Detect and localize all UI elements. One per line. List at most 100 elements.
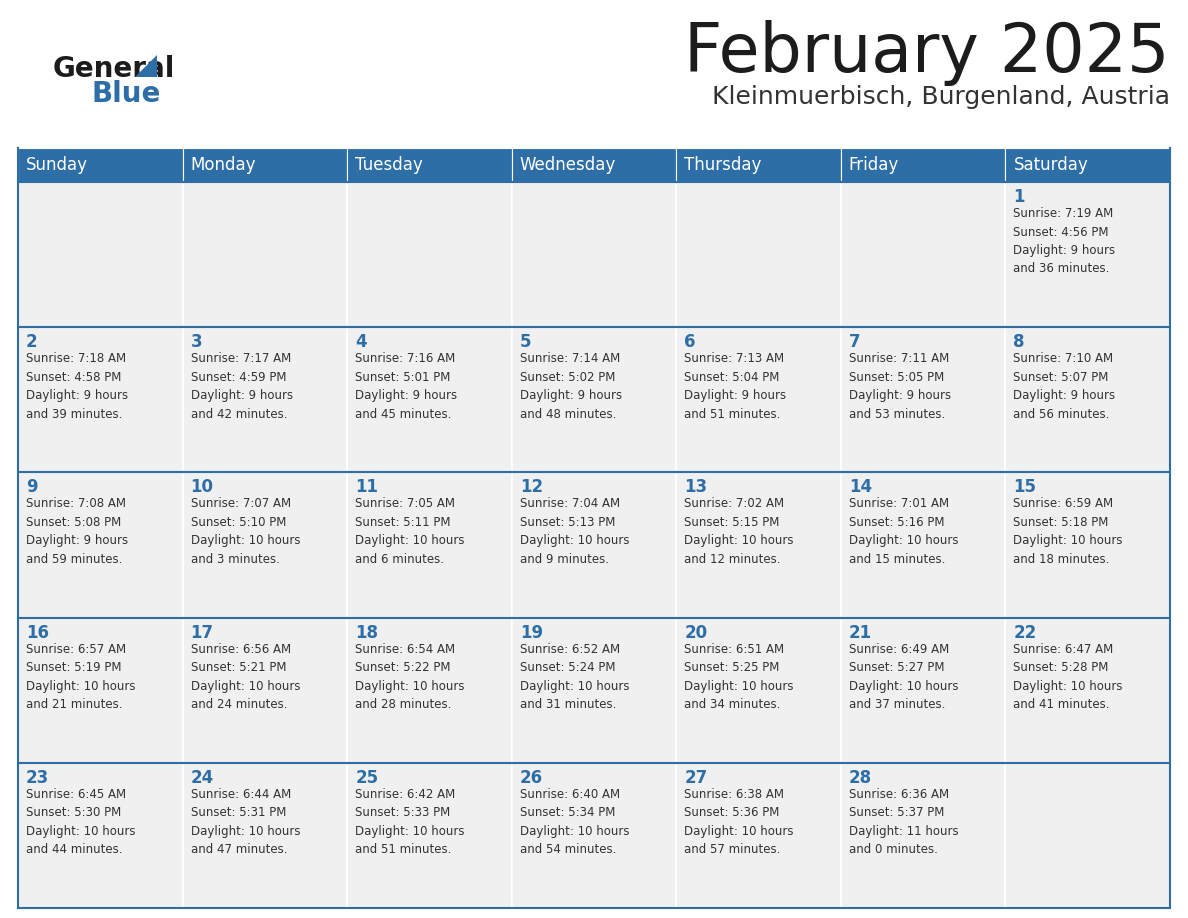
Text: Sunrise: 7:13 AM
Sunset: 5:04 PM
Daylight: 9 hours
and 51 minutes.: Sunrise: 7:13 AM Sunset: 5:04 PM Dayligh… (684, 353, 786, 420)
Bar (1005, 618, 1170, 763)
Text: Sunrise: 7:11 AM
Sunset: 5:05 PM
Daylight: 9 hours
and 53 minutes.: Sunrise: 7:11 AM Sunset: 5:05 PM Dayligh… (849, 353, 950, 420)
Text: Sunrise: 6:45 AM
Sunset: 5:30 PM
Daylight: 10 hours
and 44 minutes.: Sunrise: 6:45 AM Sunset: 5:30 PM Dayligh… (26, 788, 135, 856)
Bar (18, 763, 183, 908)
Bar (347, 618, 512, 763)
Bar (18, 327, 183, 473)
Bar (512, 618, 676, 763)
Bar (347, 182, 512, 327)
Bar (183, 473, 347, 618)
Bar (676, 618, 841, 763)
Text: 22: 22 (1013, 623, 1037, 642)
Text: Sunrise: 7:04 AM
Sunset: 5:13 PM
Daylight: 10 hours
and 9 minutes.: Sunrise: 7:04 AM Sunset: 5:13 PM Dayligh… (519, 498, 630, 565)
Bar (18, 182, 183, 327)
Bar (676, 473, 841, 618)
Text: 17: 17 (190, 623, 214, 642)
Text: Sunrise: 7:10 AM
Sunset: 5:07 PM
Daylight: 9 hours
and 56 minutes.: Sunrise: 7:10 AM Sunset: 5:07 PM Dayligh… (1013, 353, 1116, 420)
Bar (512, 327, 676, 473)
Text: 8: 8 (1013, 333, 1025, 352)
Bar (347, 473, 512, 618)
Text: 7: 7 (849, 333, 860, 352)
Bar (183, 182, 347, 327)
Bar (841, 473, 1005, 618)
Text: Sunrise: 6:52 AM
Sunset: 5:24 PM
Daylight: 10 hours
and 31 minutes.: Sunrise: 6:52 AM Sunset: 5:24 PM Dayligh… (519, 643, 630, 711)
Text: Thursday: Thursday (684, 156, 762, 174)
Bar (841, 182, 1005, 327)
Text: 26: 26 (519, 768, 543, 787)
Text: February 2025: February 2025 (684, 20, 1170, 86)
Text: 20: 20 (684, 623, 707, 642)
Text: 16: 16 (26, 623, 49, 642)
Text: Sunday: Sunday (26, 156, 88, 174)
Text: General: General (53, 55, 176, 83)
Polygon shape (135, 55, 157, 77)
Text: 2: 2 (26, 333, 38, 352)
Text: Sunrise: 7:19 AM
Sunset: 4:56 PM
Daylight: 9 hours
and 36 minutes.: Sunrise: 7:19 AM Sunset: 4:56 PM Dayligh… (1013, 207, 1116, 275)
Bar (183, 763, 347, 908)
Bar (18, 148, 183, 182)
Bar (512, 182, 676, 327)
Text: Sunrise: 7:01 AM
Sunset: 5:16 PM
Daylight: 10 hours
and 15 minutes.: Sunrise: 7:01 AM Sunset: 5:16 PM Dayligh… (849, 498, 959, 565)
Bar (676, 182, 841, 327)
Bar (1005, 148, 1170, 182)
Bar (18, 618, 183, 763)
Text: 13: 13 (684, 478, 707, 497)
Text: 3: 3 (190, 333, 202, 352)
Text: 24: 24 (190, 768, 214, 787)
Text: 12: 12 (519, 478, 543, 497)
Bar (841, 763, 1005, 908)
Text: Sunrise: 6:56 AM
Sunset: 5:21 PM
Daylight: 10 hours
and 24 minutes.: Sunrise: 6:56 AM Sunset: 5:21 PM Dayligh… (190, 643, 301, 711)
Text: 1: 1 (1013, 188, 1025, 206)
Text: Sunrise: 7:17 AM
Sunset: 4:59 PM
Daylight: 9 hours
and 42 minutes.: Sunrise: 7:17 AM Sunset: 4:59 PM Dayligh… (190, 353, 292, 420)
Text: Sunrise: 6:44 AM
Sunset: 5:31 PM
Daylight: 10 hours
and 47 minutes.: Sunrise: 6:44 AM Sunset: 5:31 PM Dayligh… (190, 788, 301, 856)
Bar (347, 327, 512, 473)
Bar (1005, 327, 1170, 473)
Bar (841, 618, 1005, 763)
Text: 4: 4 (355, 333, 367, 352)
Text: Sunrise: 7:02 AM
Sunset: 5:15 PM
Daylight: 10 hours
and 12 minutes.: Sunrise: 7:02 AM Sunset: 5:15 PM Dayligh… (684, 498, 794, 565)
Text: 5: 5 (519, 333, 531, 352)
Text: 18: 18 (355, 623, 378, 642)
Text: Saturday: Saturday (1013, 156, 1088, 174)
Text: Sunrise: 7:08 AM
Sunset: 5:08 PM
Daylight: 9 hours
and 59 minutes.: Sunrise: 7:08 AM Sunset: 5:08 PM Dayligh… (26, 498, 128, 565)
Text: Sunrise: 6:38 AM
Sunset: 5:36 PM
Daylight: 10 hours
and 57 minutes.: Sunrise: 6:38 AM Sunset: 5:36 PM Dayligh… (684, 788, 794, 856)
Bar (512, 763, 676, 908)
Text: Sunrise: 7:14 AM
Sunset: 5:02 PM
Daylight: 9 hours
and 48 minutes.: Sunrise: 7:14 AM Sunset: 5:02 PM Dayligh… (519, 353, 621, 420)
Bar (512, 473, 676, 618)
Text: Blue: Blue (91, 80, 160, 108)
Bar (1005, 182, 1170, 327)
Text: Wednesday: Wednesday (519, 156, 615, 174)
Bar (512, 148, 676, 182)
Bar (1005, 473, 1170, 618)
Bar (841, 148, 1005, 182)
Text: Sunrise: 6:51 AM
Sunset: 5:25 PM
Daylight: 10 hours
and 34 minutes.: Sunrise: 6:51 AM Sunset: 5:25 PM Dayligh… (684, 643, 794, 711)
Text: 11: 11 (355, 478, 378, 497)
Text: Sunrise: 7:07 AM
Sunset: 5:10 PM
Daylight: 10 hours
and 3 minutes.: Sunrise: 7:07 AM Sunset: 5:10 PM Dayligh… (190, 498, 301, 565)
Text: 25: 25 (355, 768, 378, 787)
Text: 6: 6 (684, 333, 696, 352)
Text: Sunrise: 6:57 AM
Sunset: 5:19 PM
Daylight: 10 hours
and 21 minutes.: Sunrise: 6:57 AM Sunset: 5:19 PM Dayligh… (26, 643, 135, 711)
Text: Sunrise: 6:40 AM
Sunset: 5:34 PM
Daylight: 10 hours
and 54 minutes.: Sunrise: 6:40 AM Sunset: 5:34 PM Dayligh… (519, 788, 630, 856)
Text: Sunrise: 6:59 AM
Sunset: 5:18 PM
Daylight: 10 hours
and 18 minutes.: Sunrise: 6:59 AM Sunset: 5:18 PM Dayligh… (1013, 498, 1123, 565)
Bar (183, 618, 347, 763)
Text: Sunrise: 7:18 AM
Sunset: 4:58 PM
Daylight: 9 hours
and 39 minutes.: Sunrise: 7:18 AM Sunset: 4:58 PM Dayligh… (26, 353, 128, 420)
Text: Sunrise: 7:16 AM
Sunset: 5:01 PM
Daylight: 9 hours
and 45 minutes.: Sunrise: 7:16 AM Sunset: 5:01 PM Dayligh… (355, 353, 457, 420)
Bar (347, 148, 512, 182)
Bar (183, 148, 347, 182)
Text: Sunrise: 7:05 AM
Sunset: 5:11 PM
Daylight: 10 hours
and 6 minutes.: Sunrise: 7:05 AM Sunset: 5:11 PM Dayligh… (355, 498, 465, 565)
Text: 21: 21 (849, 623, 872, 642)
Text: 27: 27 (684, 768, 708, 787)
Bar (841, 327, 1005, 473)
Text: 23: 23 (26, 768, 49, 787)
Text: 28: 28 (849, 768, 872, 787)
Text: Sunrise: 6:36 AM
Sunset: 5:37 PM
Daylight: 11 hours
and 0 minutes.: Sunrise: 6:36 AM Sunset: 5:37 PM Dayligh… (849, 788, 959, 856)
Bar (1005, 763, 1170, 908)
Bar (18, 473, 183, 618)
Bar (676, 327, 841, 473)
Bar (183, 327, 347, 473)
Text: 9: 9 (26, 478, 38, 497)
Text: Sunrise: 6:42 AM
Sunset: 5:33 PM
Daylight: 10 hours
and 51 minutes.: Sunrise: 6:42 AM Sunset: 5:33 PM Dayligh… (355, 788, 465, 856)
Text: Kleinmuerbisch, Burgenland, Austria: Kleinmuerbisch, Burgenland, Austria (712, 85, 1170, 109)
Text: 10: 10 (190, 478, 214, 497)
Text: Monday: Monday (190, 156, 257, 174)
Bar (347, 763, 512, 908)
